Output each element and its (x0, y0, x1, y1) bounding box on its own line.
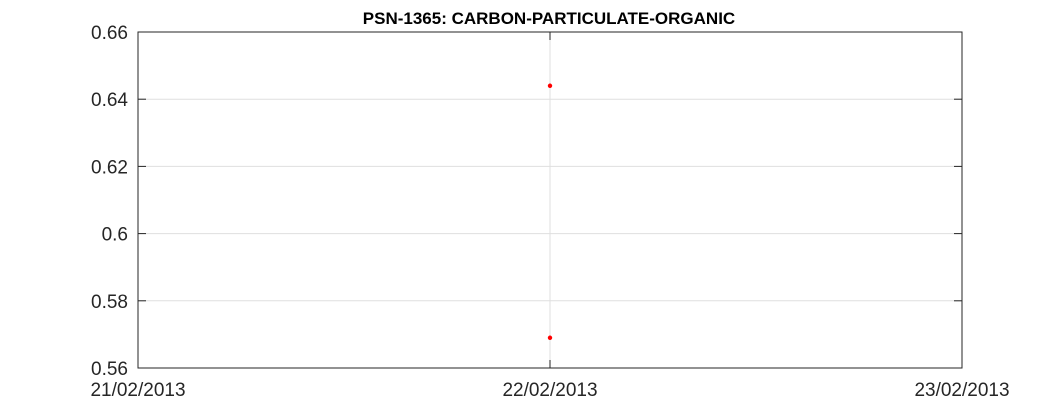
y-tick-label: 0.62 (91, 157, 128, 178)
y-tick-label: 0.6 (102, 225, 128, 246)
chart-title: PSN-1365: CARBON-PARTICULATE-ORGANIC (363, 9, 735, 28)
y-tick-label: 0.64 (91, 90, 128, 111)
grid (138, 32, 962, 368)
y-tick-label: 0.58 (91, 292, 128, 313)
data-point (547, 335, 553, 340)
axis-ticks (137, 31, 963, 369)
y-tick-label: 0.66 (91, 23, 128, 44)
x-tick-label: 22/02/2013 (502, 380, 597, 401)
y-tick-label: 0.56 (91, 359, 128, 380)
x-tick-label: 23/02/2013 (914, 380, 1009, 401)
data-point (547, 83, 553, 88)
x-tick-label: 21/02/2013 (90, 380, 185, 401)
data-points (547, 83, 553, 340)
